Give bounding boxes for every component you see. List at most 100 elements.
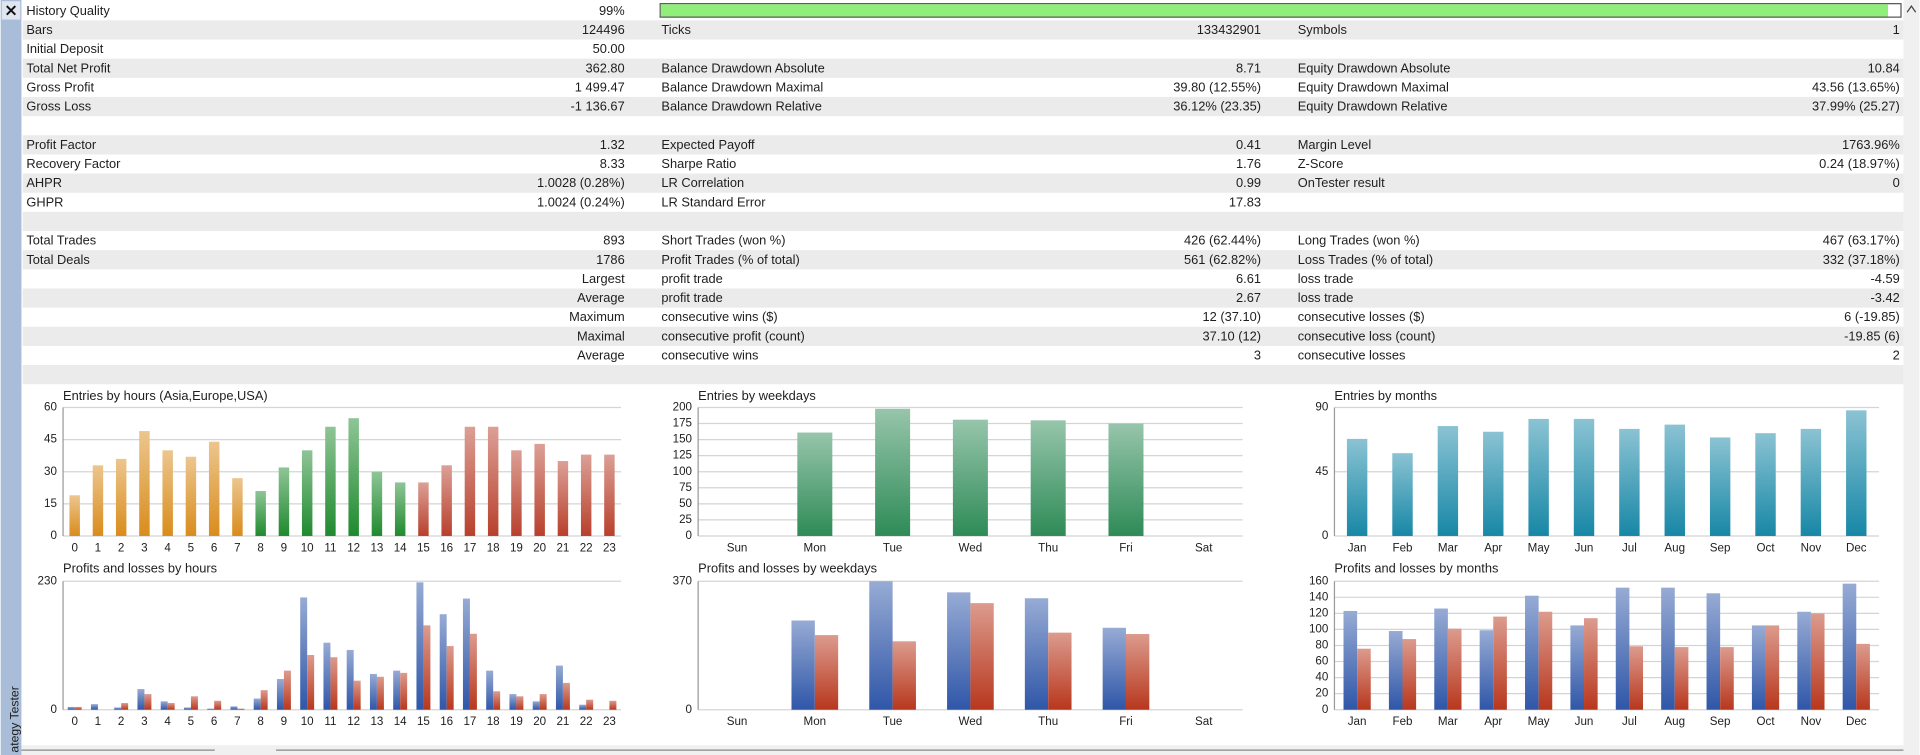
row-shade	[22, 326, 1904, 346]
cell-label: Recovery Factor	[26, 156, 121, 171]
cell-label: Total Net Profit	[26, 60, 111, 75]
x-tick-label: Nov	[1801, 715, 1822, 728]
bar	[1343, 610, 1358, 710]
row-shade	[22, 288, 1904, 308]
x-tick-label: Feb	[1392, 715, 1412, 728]
x-tick-label: 3	[141, 541, 147, 554]
cell-value: -4.59	[1871, 271, 1900, 286]
cell-label: Equity Drawdown Relative	[1298, 99, 1448, 114]
x-tick-label: Oct	[1756, 541, 1775, 554]
cell-value: 332 (37.18%)	[1823, 252, 1900, 267]
bar	[190, 696, 198, 710]
x-tick-label: Tue	[883, 541, 903, 554]
x-tick-label: Apr	[1484, 715, 1502, 728]
y-tick-label: 0	[1322, 529, 1328, 542]
x-tick-label: 6	[211, 541, 217, 554]
bar	[1674, 647, 1689, 710]
bar	[1437, 426, 1459, 536]
cell-label: Balance Drawdown Relative	[661, 99, 821, 114]
row-shade	[22, 96, 1904, 117]
x-tick-label: Dec	[1846, 541, 1867, 554]
x-tick-label: Dec	[1846, 715, 1867, 728]
x-tick-label: Sat	[1195, 715, 1213, 728]
cell-label: LR Standard Error	[661, 194, 766, 209]
bar	[353, 680, 361, 710]
bar	[400, 672, 408, 710]
bar	[1392, 453, 1413, 536]
y-tick-label: 370	[673, 574, 692, 587]
cell-label: Gross Profit	[26, 79, 94, 94]
cell-value: 8.33	[600, 156, 625, 171]
row-shade	[22, 365, 1904, 385]
bar	[121, 703, 129, 710]
x-tick-label: 11	[324, 541, 336, 554]
cell-label: profit trade	[661, 290, 722, 305]
bar	[1108, 423, 1144, 536]
bar	[237, 708, 245, 710]
row-shade	[22, 135, 1904, 155]
bar	[230, 706, 238, 710]
cell-label: consecutive wins	[661, 348, 758, 363]
cell-value: -19.85 (6)	[1844, 328, 1900, 343]
y-tick-label: 100	[1309, 622, 1328, 635]
bar	[1538, 611, 1553, 710]
x-tick-label: Thu	[1038, 715, 1058, 728]
bar	[555, 665, 563, 710]
bar	[394, 482, 406, 536]
cell-value: -1 136.67	[570, 99, 624, 114]
x-tick-label: Mar	[1438, 715, 1458, 728]
cell-value: 6 (-19.85)	[1844, 309, 1900, 324]
x-tick-label: Jan	[1348, 715, 1367, 728]
chart-title: Entries by weekdays	[698, 388, 816, 403]
cell-label: Ticks	[661, 22, 690, 37]
scrollbar[interactable]	[1903, 0, 1920, 755]
bar	[892, 641, 916, 710]
bar	[1483, 431, 1504, 536]
x-tick-label: 2	[118, 715, 124, 728]
close-icon	[6, 5, 17, 16]
x-tick-label: Jun	[1575, 541, 1594, 554]
chart-title: Entries by hours (Asia,Europe,USA)	[63, 388, 268, 403]
bar	[1525, 595, 1539, 710]
x-tick-label: 10	[301, 541, 314, 554]
cell-value: 1.0028 (0.28%)	[537, 175, 625, 190]
x-tick-label: 12	[347, 541, 360, 554]
x-tick-label: 13	[370, 715, 383, 728]
y-tick-label: 0	[686, 703, 692, 716]
x-tick-label: Feb	[1392, 541, 1412, 554]
bar	[278, 467, 290, 536]
row-shade	[22, 20, 1904, 40]
x-tick-label: 16	[440, 541, 453, 554]
x-tick-label: 16	[440, 715, 453, 728]
x-tick-label: 22	[580, 715, 593, 728]
y-tick-label: 40	[1315, 671, 1328, 684]
x-tick-label: 19	[510, 541, 523, 554]
y-tick-label: 160	[1309, 574, 1328, 587]
x-tick-label: Tue	[883, 715, 903, 728]
y-tick-label: 60	[44, 401, 57, 414]
y-tick-label: 25	[679, 513, 692, 526]
bar	[114, 707, 122, 710]
cell-label: Gross Loss	[26, 99, 91, 114]
x-tick-label: 7	[234, 715, 240, 728]
bar	[439, 614, 447, 710]
cell-value: 362.80	[585, 60, 624, 75]
x-tick-label: 4	[164, 541, 171, 554]
cell-value: 133432901	[1197, 22, 1261, 37]
x-tick-label: 23	[603, 715, 616, 728]
x-tick-label: 15	[417, 541, 430, 554]
x-tick-label: Sat	[1195, 541, 1213, 554]
bar	[486, 670, 494, 710]
y-tick-label: 230	[38, 574, 57, 587]
bar	[562, 682, 570, 710]
bar	[516, 696, 524, 710]
cell-value: 1	[1893, 22, 1900, 37]
cell-value: Maximal	[577, 328, 625, 343]
cell-label: consecutive loss (count)	[1298, 328, 1436, 343]
scroll-up-arrow[interactable]	[1906, 5, 1917, 13]
x-tick-label: 2	[118, 541, 124, 554]
x-tick-label: 0	[71, 541, 77, 554]
cell-value: 12 (37.10)	[1203, 309, 1261, 324]
bar	[1570, 625, 1585, 710]
bar	[1664, 424, 1685, 536]
